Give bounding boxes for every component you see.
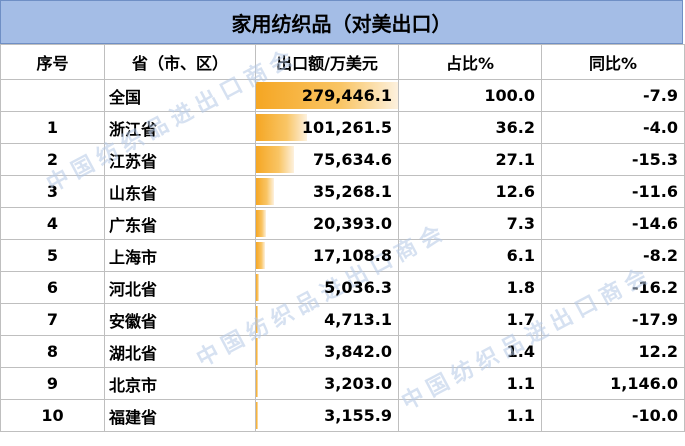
table-row: 6 河北省 5,036.3 1.8 -16.2: [0, 271, 685, 304]
cell-share: 27.1: [398, 143, 542, 176]
cell-province: 安徽省: [104, 303, 256, 336]
table-title: 家用纺织品（对美出口）: [0, 0, 683, 44]
header-export: 出口额/万美元: [255, 44, 399, 80]
cell-province: 全国: [104, 79, 256, 112]
table-row: 1 浙江省 101,261.5 36.2 -4.0: [0, 111, 685, 144]
cell-province: 广东省: [104, 207, 256, 240]
databar: [256, 210, 267, 237]
databar: [256, 306, 259, 333]
cell-province: 江苏省: [104, 143, 256, 176]
cell-rank: 9: [0, 367, 105, 400]
cell-export: 5,036.3: [255, 271, 399, 304]
table-row: 8 湖北省 3,842.0 1.4 12.2: [0, 335, 685, 368]
cell-yoy: -15.3: [541, 143, 685, 176]
cell-share: 1.7: [398, 303, 542, 336]
table-row: 10 福建省 3,155.9 1.1 -10.0: [0, 399, 685, 432]
export-value: 35,268.1: [313, 182, 392, 201]
cell-export: 3,203.0: [255, 367, 399, 400]
cell-share: 12.6: [398, 175, 542, 208]
databar: [256, 338, 258, 365]
cell-rank: 1: [0, 111, 105, 144]
databar: [256, 114, 308, 141]
export-value: 101,261.5: [301, 118, 392, 137]
cell-rank: 3: [0, 175, 105, 208]
cell-rank: 5: [0, 239, 105, 272]
cell-province: 福建省: [104, 399, 256, 432]
databar: [256, 402, 258, 429]
databar: [256, 82, 398, 109]
export-value: 17,108.8: [313, 246, 392, 265]
export-value: 3,842.0: [324, 342, 392, 361]
export-value: 279,446.1: [301, 86, 392, 105]
table-row: 5 上海市 17,108.8 6.1 -8.2: [0, 239, 685, 272]
table-row: 3 山东省 35,268.1 12.6 -11.6: [0, 175, 685, 208]
databar: [256, 146, 295, 173]
databar: [256, 274, 259, 301]
cell-province: 山东省: [104, 175, 256, 208]
table-row: 全国 279,446.1 100.0 -7.9: [0, 79, 685, 112]
cell-yoy: 1,146.0: [541, 367, 685, 400]
export-value: 5,036.3: [324, 278, 392, 297]
header-rank: 序号: [0, 44, 105, 80]
header-yoy: 同比%: [541, 44, 685, 80]
cell-export: 35,268.1: [255, 175, 399, 208]
cell-share: 1.1: [398, 399, 542, 432]
export-value: 3,203.0: [324, 374, 392, 393]
cell-share: 1.8: [398, 271, 542, 304]
cell-province: 浙江省: [104, 111, 256, 144]
cell-rank: 8: [0, 335, 105, 368]
cell-export: 75,634.6: [255, 143, 399, 176]
cell-share: 1.4: [398, 335, 542, 368]
table-row: 9 北京市 3,203.0 1.1 1,146.0: [0, 367, 685, 400]
cell-yoy: -14.6: [541, 207, 685, 240]
cell-yoy: 12.2: [541, 335, 685, 368]
cell-export: 3,842.0: [255, 335, 399, 368]
cell-share: 7.3: [398, 207, 542, 240]
export-value: 3,155.9: [324, 406, 392, 425]
header-share: 占比%: [398, 44, 542, 80]
cell-rank: 4: [0, 207, 105, 240]
cell-rank: [0, 79, 105, 112]
databar: [256, 242, 265, 269]
table-row: 2 江苏省 75,634.6 27.1 -15.3: [0, 143, 685, 176]
cell-province: 河北省: [104, 271, 256, 304]
cell-province: 湖北省: [104, 335, 256, 368]
cell-export: 20,393.0: [255, 207, 399, 240]
cell-yoy: -7.9: [541, 79, 685, 112]
cell-export: 3,155.9: [255, 399, 399, 432]
table-row: 4 广东省 20,393.0 7.3 -14.6: [0, 207, 685, 240]
cell-export: 4,713.1: [255, 303, 399, 336]
cell-yoy: -4.0: [541, 111, 685, 144]
cell-rank: 6: [0, 271, 105, 304]
cell-yoy: -11.6: [541, 175, 685, 208]
databar: [256, 370, 258, 397]
table-row: 7 安徽省 4,713.1 1.7 -17.9: [0, 303, 685, 336]
header-province: 省（市、区）: [104, 44, 256, 80]
cell-rank: 7: [0, 303, 105, 336]
cell-province: 上海市: [104, 239, 256, 272]
header-row: 序号 省（市、区） 出口额/万美元 占比% 同比%: [0, 44, 685, 80]
cell-province: 北京市: [104, 367, 256, 400]
export-value: 4,713.1: [324, 310, 392, 329]
cell-export: 101,261.5: [255, 111, 399, 144]
cell-export: 17,108.8: [255, 239, 399, 272]
cell-rank: 10: [0, 399, 105, 432]
export-value: 75,634.6: [313, 150, 392, 169]
databar: [256, 178, 274, 205]
cell-yoy: -16.2: [541, 271, 685, 304]
cell-share: 1.1: [398, 367, 542, 400]
export-table: 序号 省（市、区） 出口额/万美元 占比% 同比% 全国 279,446.1 100…: [0, 44, 685, 432]
cell-yoy: -10.0: [541, 399, 685, 432]
cell-share: 36.2: [398, 111, 542, 144]
cell-yoy: -17.9: [541, 303, 685, 336]
cell-share: 100.0: [398, 79, 542, 112]
cell-rank: 2: [0, 143, 105, 176]
export-value: 20,393.0: [313, 214, 392, 233]
cell-export: 279,446.1: [255, 79, 399, 112]
cell-yoy: -8.2: [541, 239, 685, 272]
cell-share: 6.1: [398, 239, 542, 272]
